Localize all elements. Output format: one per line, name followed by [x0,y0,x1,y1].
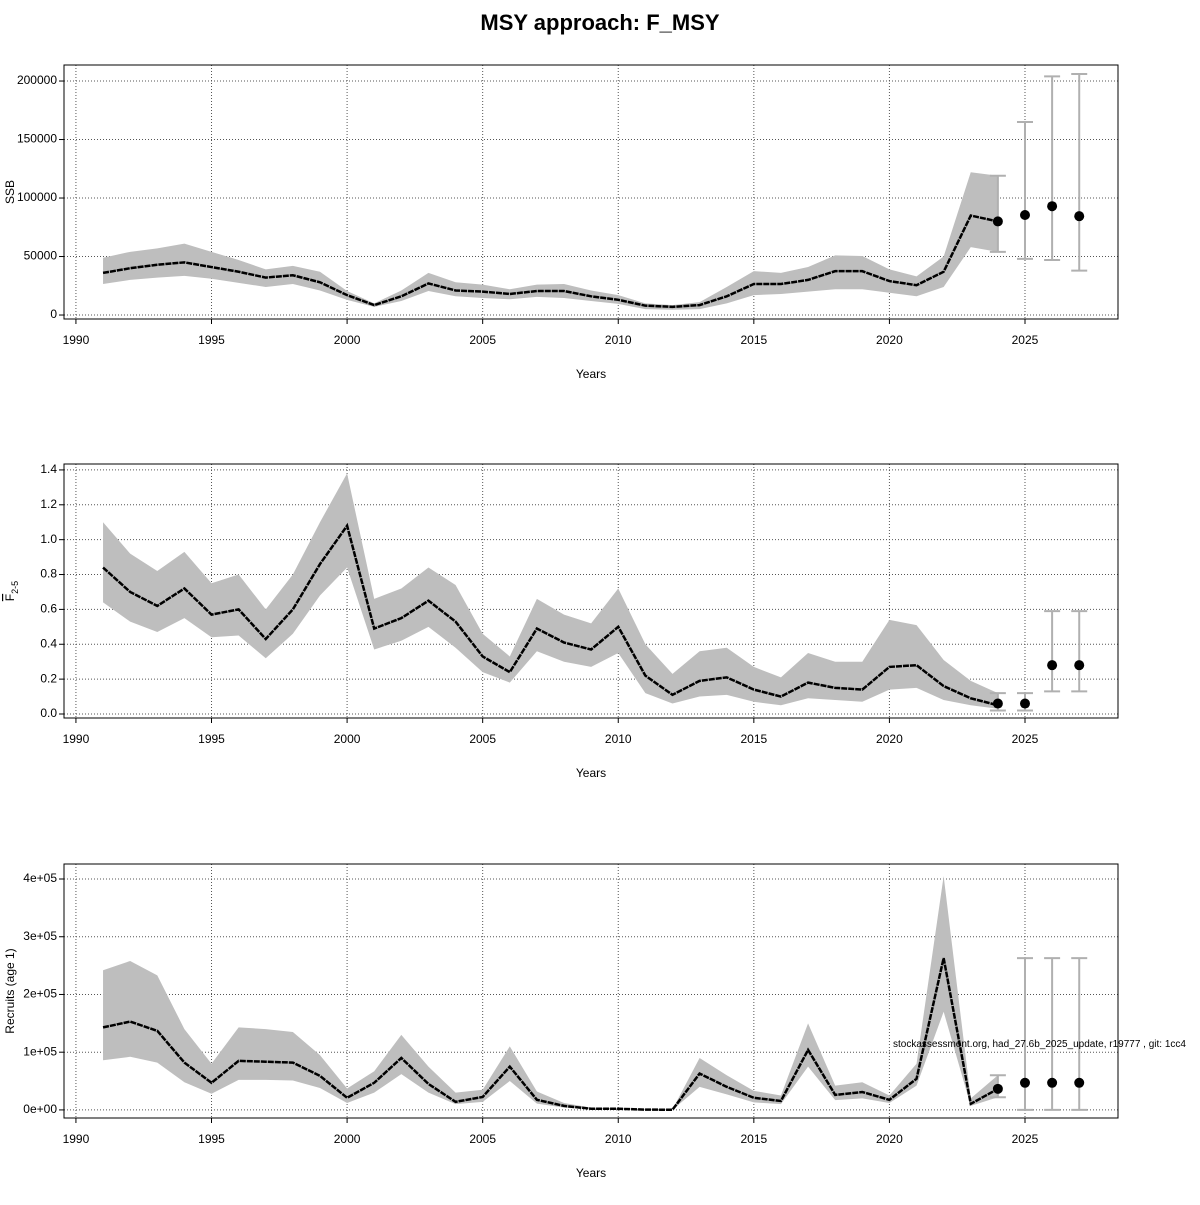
forecast-error-bar [989,174,1006,253]
forecast-point [1019,1077,1030,1088]
confidence-band [103,172,998,310]
x-tick-label: 2025 [1012,732,1039,746]
x-tick-label: 2000 [334,1132,361,1146]
confidence-band [103,473,998,709]
forecast-point [1019,698,1030,709]
forecast-error-bar [1044,75,1061,262]
estimate-line [102,522,999,707]
y-tick-label: 1.2 [40,497,57,511]
forecast-error-bar [1071,73,1088,272]
x-tick-label: 2005 [469,732,496,746]
y-tick-label: 0.0 [40,706,57,720]
annotation: stockassessment.org, had_27.6b_2025_upda… [893,1039,1186,1050]
y-tick-label: 2e+05 [23,987,57,1001]
y-axis-label-main: Recruits (age 1) [3,948,17,1033]
x-axis-label: Years [576,367,606,381]
y-axis-label-main: SSB [3,180,17,204]
forecast-point [1074,1077,1085,1088]
x-tick-label: 1990 [63,1132,90,1146]
forecast-point [992,216,1003,227]
x-axis-label: Years [576,766,606,780]
x-tick-label: 2015 [740,1132,767,1146]
confidence-band [103,876,998,1110]
x-tick-label: 2005 [469,1132,496,1146]
forecast-error-bar [1071,610,1088,693]
forecast-point [1074,211,1085,222]
x-tick-label: 2025 [1012,1132,1039,1146]
y-tick-label: 0.4 [40,636,57,650]
y-axis-label-main: F [3,594,17,601]
y-tick-label: 100000 [17,190,57,204]
x-tick-label: 1990 [63,732,90,746]
plot-frame [63,64,1119,320]
y-tick-label: 0 [50,307,57,321]
y-tick-label: 50000 [24,249,58,263]
y-axis-label: F2-5 [3,581,20,601]
y-axis-label: SSB [3,180,17,204]
y-axis-label: Recruits (age 1) [3,948,17,1033]
estimate-line [102,957,999,1111]
forecast-point [1019,209,1030,220]
forecast-point [1047,1077,1058,1088]
x-tick-label: 1990 [63,333,90,347]
y-tick-label: 1e+05 [23,1044,57,1058]
y-tick-label: 150000 [17,132,57,146]
y-axis-label-subscript: 2-5 [10,581,20,594]
x-tick-label: 2020 [876,333,903,347]
y-tick-label: 0e+00 [23,1102,57,1116]
page-title: MSY approach: F_MSY [480,10,720,35]
forecast-point [1074,660,1085,671]
x-tick-label: 2000 [334,333,361,347]
y-tick-label: 1.4 [40,462,57,476]
y-tick-label: 0.6 [40,602,57,616]
y-tick-label: 0.8 [40,567,57,581]
x-tick-label: 1995 [198,333,225,347]
x-tick-label: 2010 [605,333,632,347]
forecast-error-bar [1044,610,1061,693]
x-tick-label: 2025 [1012,333,1039,347]
forecast-point [1047,660,1058,671]
x-tick-label: 2010 [605,732,632,746]
y-tick-label: 1.0 [40,532,57,546]
forecast-point [992,1083,1003,1094]
x-tick-label: 2010 [605,1132,632,1146]
y-tick-label: 200000 [17,73,57,87]
forecast-point [1047,201,1058,212]
x-tick-label: 2000 [334,732,361,746]
y-tick-label: 0.2 [40,671,57,685]
x-tick-label: 2015 [740,732,767,746]
y-tick-label: 3e+05 [23,929,57,943]
forecast-error-bar [1016,120,1033,260]
x-tick-label: 2020 [876,732,903,746]
x-tick-label: 1995 [198,732,225,746]
forecast-point [992,698,1003,709]
plot-frame [63,863,1119,1119]
x-tick-label: 1995 [198,1132,225,1146]
x-axis-label: Years [576,1166,606,1180]
estimate-line [102,214,999,309]
y-tick-label: 4e+05 [23,871,57,885]
x-tick-label: 2020 [876,1132,903,1146]
x-tick-label: 2005 [469,333,496,347]
plot-frame [63,463,1119,719]
x-tick-label: 2015 [740,333,767,347]
